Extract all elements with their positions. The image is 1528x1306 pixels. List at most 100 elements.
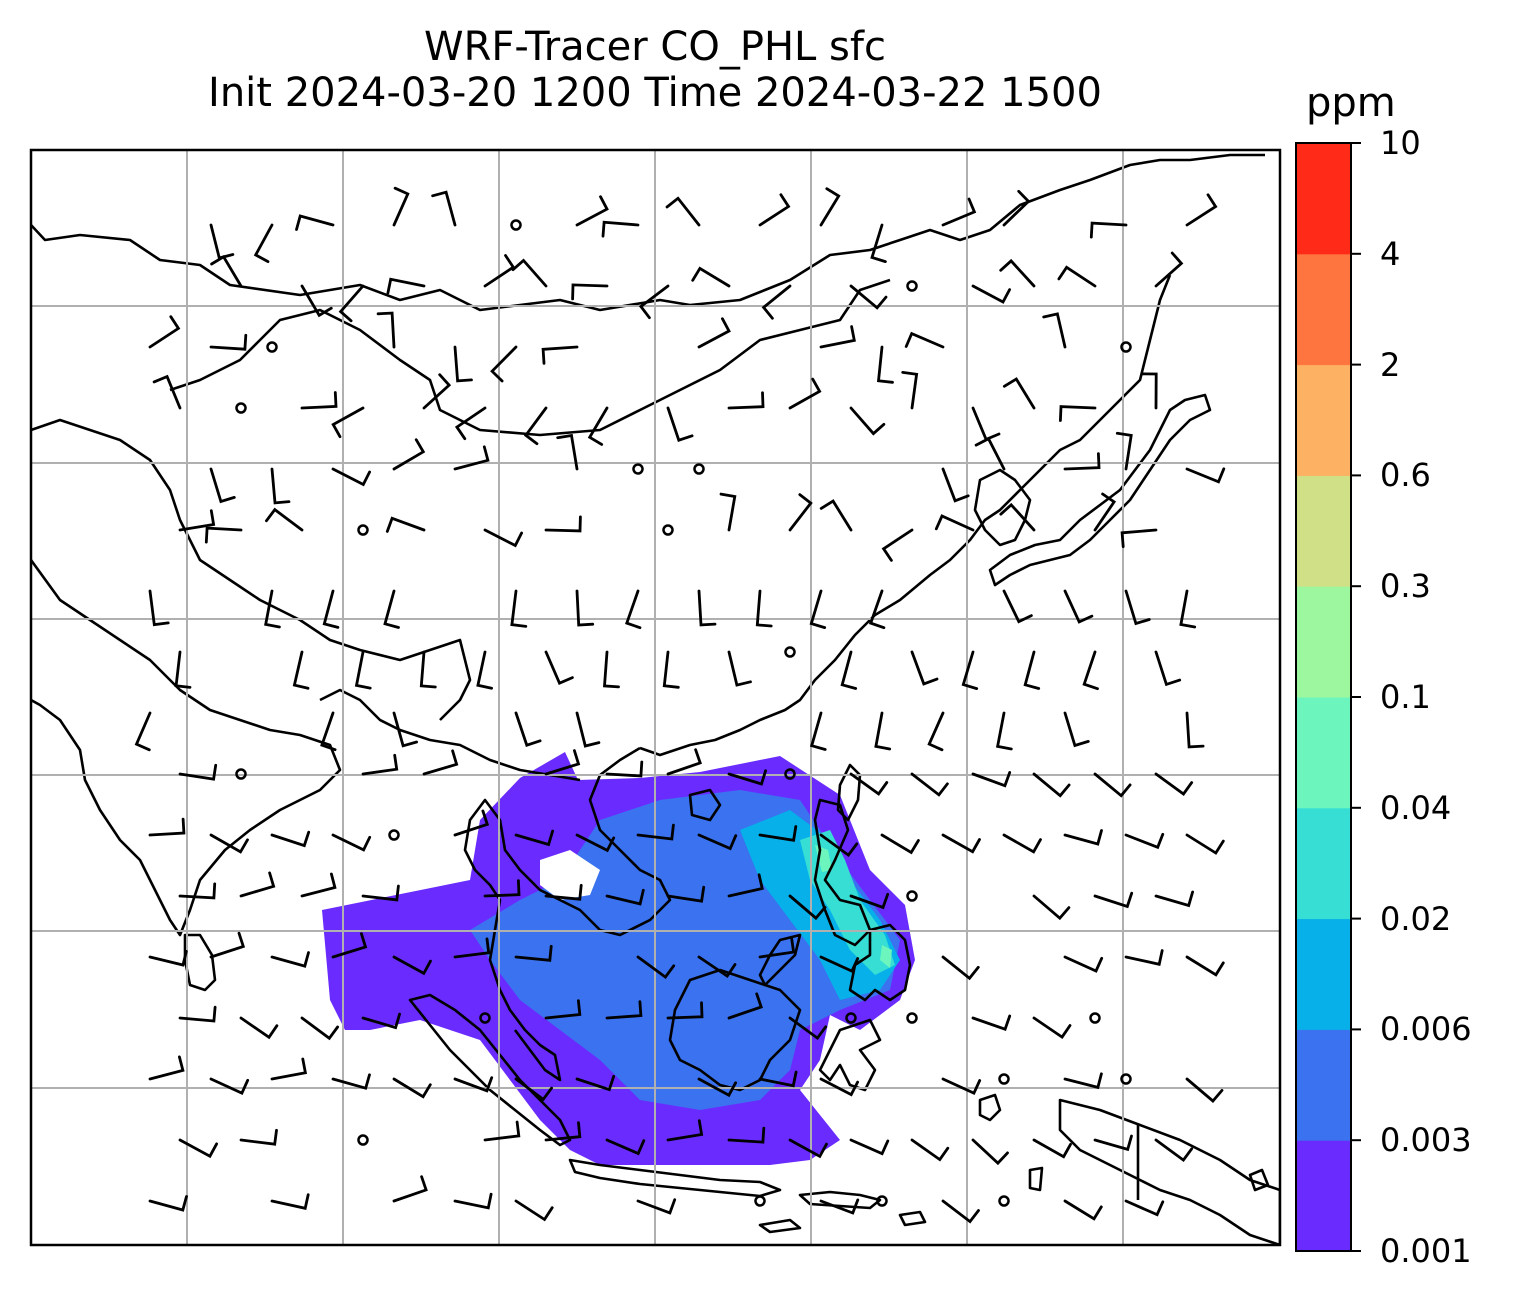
wind-barb (941, 467, 970, 503)
wind-barb (995, 711, 1013, 751)
colorbar-tick-label: 0.001 (1380, 1232, 1472, 1270)
wind-barb (636, 955, 676, 980)
calm-wind-marker (1120, 1073, 1132, 1085)
colorbar-tick-label: 2 (1380, 345, 1401, 384)
calm-wind-marker (662, 524, 674, 536)
wind-barb (385, 516, 426, 533)
wind-barb (1185, 193, 1218, 227)
gridlines (31, 150, 1280, 1245)
wind-barb (755, 589, 773, 628)
wind-barb (148, 315, 181, 349)
colorbar-segment (1296, 475, 1351, 587)
wind-barb (971, 284, 1011, 304)
calm-wind-marker (906, 1012, 918, 1024)
wind-barb (880, 833, 920, 855)
coastline-lesser-sunda (758, 1190, 927, 1234)
wind-barb (1124, 589, 1151, 626)
wind-barb (331, 932, 368, 959)
wind-barb (1140, 372, 1158, 410)
colorbar-tick-label: 10 (1380, 124, 1421, 162)
wind-barb (476, 650, 493, 690)
wind-barb (270, 951, 310, 968)
wind-barb (758, 825, 798, 842)
wind-barb (719, 492, 737, 532)
wind-barb (819, 1198, 860, 1215)
colorbar-tick-label: 0.02 (1380, 899, 1452, 938)
calm-wind-marker (693, 463, 705, 475)
wind-barb (1002, 189, 1031, 227)
wind-barb (666, 406, 694, 442)
wind-barb (727, 650, 752, 687)
wind-barb (209, 467, 236, 504)
wind-barb (788, 377, 822, 410)
wind-barb (941, 833, 981, 854)
wind-barb (971, 1014, 1012, 1031)
wind-barb (152, 374, 182, 410)
wind-barb (1063, 711, 1090, 748)
wind-barb (758, 193, 791, 227)
wind-barb (422, 373, 452, 410)
wind-barb (483, 879, 521, 898)
wind-barb (178, 1005, 217, 1023)
wind-barb (239, 1016, 279, 1040)
calm-wind-marker (1120, 341, 1132, 353)
wind-barb (514, 1077, 553, 1102)
calm-wind-marker (906, 280, 918, 292)
wind-barb (270, 467, 291, 505)
wind-barb (901, 371, 919, 410)
wind-barb (209, 833, 249, 854)
wind-barb (265, 507, 304, 532)
wind-barb (605, 760, 644, 778)
wind-barb (392, 438, 426, 471)
wind-barb (666, 1001, 704, 1020)
wind-barb (665, 196, 701, 227)
wind-barb (544, 515, 582, 533)
wind-barb (961, 650, 979, 690)
wind-barb (178, 763, 218, 781)
wind-barb (264, 589, 281, 629)
wind-barb (758, 936, 796, 959)
wind-barb (1089, 221, 1128, 239)
wind-barb (331, 1073, 371, 1090)
wind-barb (511, 258, 548, 288)
wind-barb (392, 1175, 428, 1203)
wind-barb (1042, 312, 1067, 349)
wind-barb (453, 1076, 494, 1093)
wind-barb (691, 266, 731, 288)
colorbar-segment (1296, 253, 1351, 366)
wind-barb (544, 1121, 582, 1142)
coastline-china-east (639, 274, 1172, 757)
calm-wind-marker (998, 1195, 1010, 1207)
wind-barb (320, 711, 337, 752)
wind-barb (575, 1074, 616, 1092)
wind-barb (874, 711, 892, 751)
wind-barb (1154, 650, 1182, 687)
wind-barb (514, 1199, 554, 1222)
wind-barb (819, 187, 841, 227)
wind-barb (1154, 1138, 1194, 1163)
wind-barb (638, 284, 670, 320)
wind-barb (662, 650, 680, 689)
colorbar-tick-label: 0.006 (1380, 1010, 1472, 1049)
wind-barb (1185, 711, 1205, 749)
coastline-maluku (978, 1093, 1270, 1192)
wind-barb (1154, 772, 1194, 796)
wind-barb (697, 955, 737, 979)
colorbar-tick-label: 0.6 (1380, 456, 1431, 495)
wind-barb (605, 888, 645, 906)
wind-barb (1032, 772, 1071, 798)
wind-barb (322, 589, 340, 629)
wind-barb (819, 833, 859, 858)
wind-barb (870, 223, 887, 263)
wind-barb (934, 514, 975, 532)
wind-barb (210, 254, 243, 288)
wind-barb (209, 1077, 250, 1095)
wind-barb (727, 391, 765, 410)
wind-barb (571, 283, 609, 301)
wind-barb (178, 509, 216, 532)
wind-barb (514, 829, 554, 847)
colorbar-segment (1296, 1140, 1351, 1252)
wind-barb (941, 955, 980, 981)
wind-barb (1002, 377, 1036, 410)
wind-barbs (134, 186, 1226, 1224)
